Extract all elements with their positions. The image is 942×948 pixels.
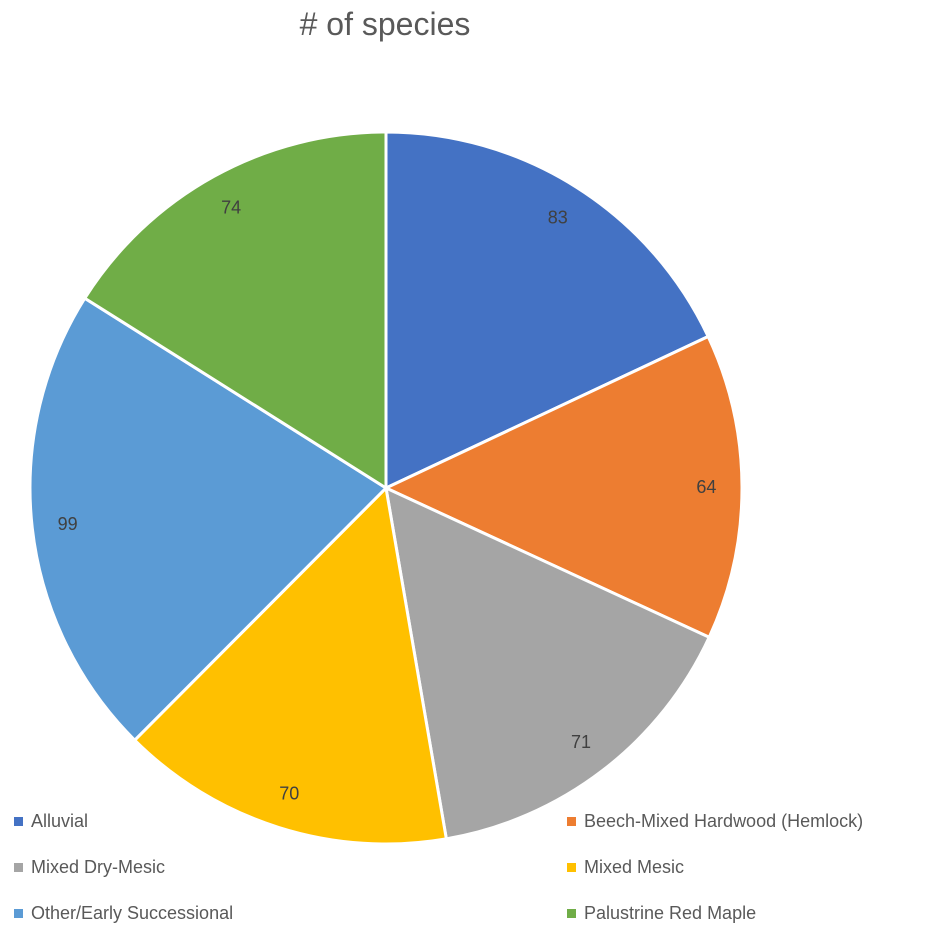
- data-label-1: 83: [548, 208, 568, 228]
- legend-swatch: [14, 909, 23, 918]
- data-label-6: 74: [221, 197, 241, 217]
- legend-label: Alluvial: [31, 811, 89, 831]
- pie-slice-4: [132, 484, 449, 846]
- data-label-5: 99: [58, 514, 78, 534]
- legend-swatch: [567, 817, 576, 826]
- legend-item-1: Alluvial: [14, 811, 88, 832]
- legend-swatch: [567, 863, 576, 872]
- legend-item-2: Beech-Mixed Hardwood (Hemlock): [567, 811, 863, 832]
- legend-item-3: Mixed Dry-Mesic: [14, 857, 165, 878]
- pie-slices: [28, 130, 744, 846]
- legend-label: Mixed Dry-Mesic: [31, 857, 166, 877]
- legend-swatch: [14, 817, 23, 826]
- chart-title: # of species: [299, 6, 471, 42]
- pie-slice-1: [384, 130, 711, 491]
- legend-label: Other/Early Successional: [31, 903, 234, 923]
- data-label-3: 71: [571, 732, 591, 752]
- pie-slice-3: [384, 485, 712, 841]
- pie-slice-2: [382, 334, 744, 640]
- legend-label: Palustrine Red Maple: [584, 903, 757, 923]
- pie-slice-6: [82, 130, 388, 491]
- legend-item-4: Mixed Mesic: [567, 857, 684, 878]
- pie-data-labels: 83 64 71 70 99 74: [58, 197, 717, 803]
- legend-label: Mixed Mesic: [584, 857, 685, 877]
- data-label-4: 70: [279, 783, 299, 803]
- pie-slice-5: [28, 296, 389, 743]
- legend-item-5: Other/Early Successional: [14, 903, 233, 924]
- data-label-2: 64: [696, 477, 716, 497]
- legend-item-6: Palustrine Red Maple: [567, 903, 756, 924]
- legend-swatch: [14, 863, 23, 872]
- legend-label: Beech-Mixed Hardwood (Hemlock): [584, 811, 864, 831]
- legend-swatch: [567, 909, 576, 918]
